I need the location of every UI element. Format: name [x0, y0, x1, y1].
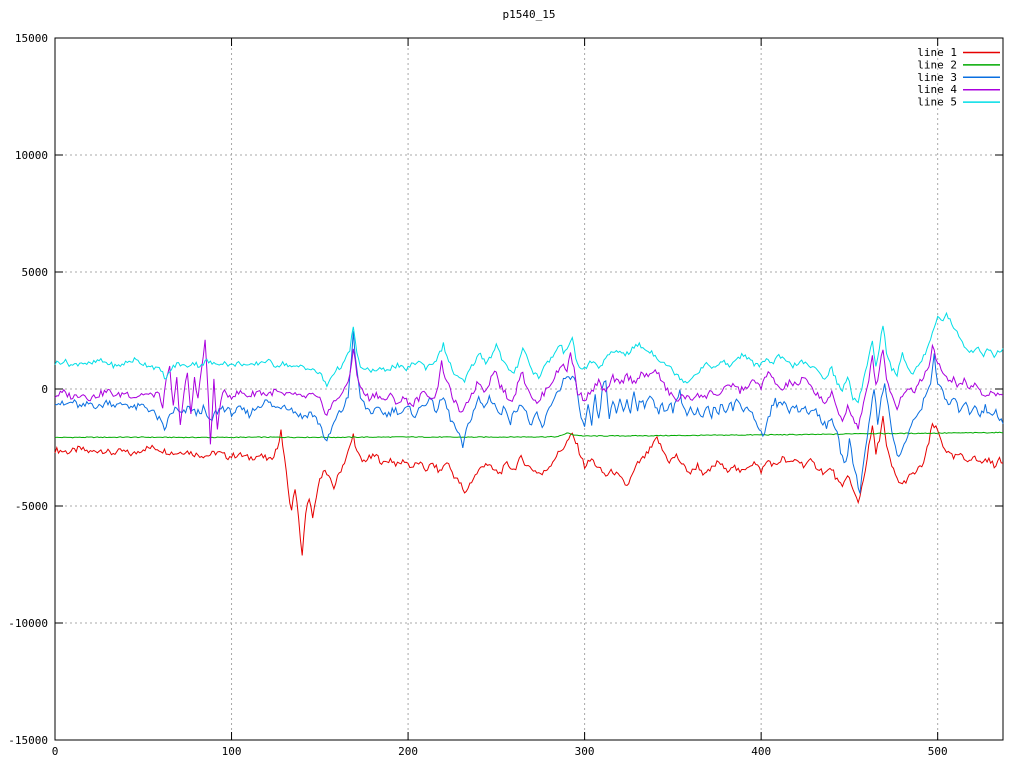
legend-label: line 1 [917, 46, 957, 59]
x-tick-label: 100 [222, 745, 242, 758]
y-tick-label: 15000 [15, 32, 48, 45]
series-line-line-4 [54, 339, 1004, 445]
series-line-line-2 [54, 431, 1004, 439]
x-tick-label: 400 [751, 745, 771, 758]
plot-border [54, 37, 1004, 741]
series-line-line-5 [54, 311, 1004, 404]
y-tick-label: -5000 [15, 500, 48, 513]
series-line-line-3 [54, 331, 1004, 494]
y-tick-label: 0 [41, 383, 48, 396]
y-tick-label: -15000 [8, 734, 48, 747]
y-tick-label: 5000 [22, 266, 49, 279]
chart-title: p1540_15 [502, 8, 556, 21]
x-tick-label: 300 [575, 745, 595, 758]
x-tick-label: 200 [398, 745, 418, 758]
y-tick-label: -10000 [8, 617, 48, 630]
y-tick-label: 10000 [15, 149, 48, 162]
x-tick-label: 0 [52, 745, 59, 758]
legend-label: line 2 [917, 58, 957, 71]
legend-label: line 5 [917, 96, 957, 109]
legend-label: line 3 [917, 71, 957, 84]
legend-label: line 4 [917, 83, 957, 96]
x-tick-label: 500 [928, 745, 948, 758]
series-line-line-1 [54, 415, 1004, 556]
